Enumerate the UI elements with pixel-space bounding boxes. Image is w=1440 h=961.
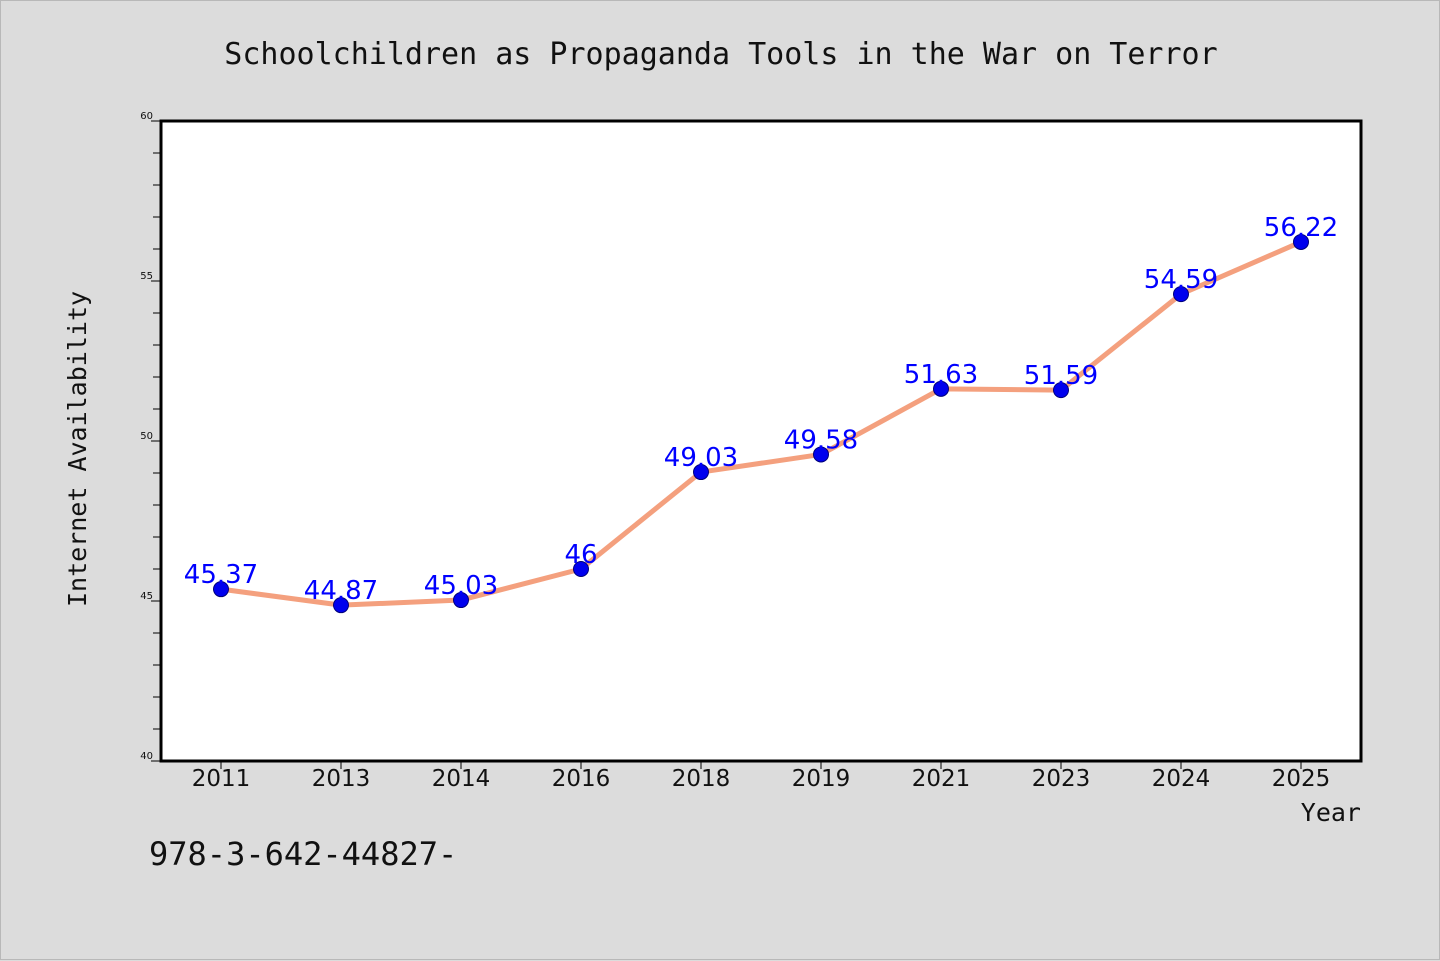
data-label: 51.59	[1024, 361, 1098, 391]
data-label: 45.37	[184, 560, 258, 590]
x-tick-label: 2021	[912, 766, 971, 792]
data-point	[1053, 382, 1069, 399]
y-axis-title: Internet Availability	[63, 291, 92, 607]
x-tick-label: 2025	[1272, 766, 1331, 792]
plot-area	[159, 119, 1363, 763]
y-tick-label: 40	[140, 751, 153, 762]
x-axis: 2011 2013 2014 2016 2018 2019 2021 2023 2024 2025	[192, 761, 1331, 792]
data-point	[1293, 233, 1309, 250]
data-point	[813, 446, 829, 463]
data-point	[573, 561, 589, 577]
data-label: 49.58	[784, 425, 858, 455]
chart-title: Schoolchildren as Propaganda Tools in th…	[224, 37, 1217, 72]
x-tick-label: 2018	[672, 766, 731, 792]
data-label: 45.03	[424, 571, 498, 601]
data-label: 49.03	[664, 443, 738, 473]
footer-isbn: 978-3-642-44827-	[149, 835, 457, 873]
data-point	[453, 592, 469, 609]
data-point	[693, 464, 709, 481]
x-tick-label: 2023	[1032, 766, 1091, 792]
y-axis: 40 45 50 55 60	[140, 111, 161, 762]
x-tick-label: 2016	[552, 766, 611, 792]
data-label: 51.63	[904, 360, 978, 390]
x-axis-title: Year	[1301, 798, 1361, 827]
x-tick-label: 2014	[432, 766, 491, 792]
data-label: 46	[564, 540, 597, 570]
data-labels: 45.37 44.87 45.03 46 49.03 49.58 51.63 51.59 54.…	[184, 213, 1338, 606]
data-point	[1173, 286, 1189, 303]
y-tick-label: 45	[140, 591, 153, 602]
data-label: 56.22	[1264, 213, 1338, 243]
y-tick-label: 60	[140, 111, 153, 122]
data-label: 44.87	[304, 576, 378, 606]
y-tick-label: 55	[140, 271, 153, 282]
series-layer	[213, 233, 1309, 614]
x-tick-label: 2024	[1152, 766, 1211, 792]
data-point	[333, 597, 349, 614]
x-tick-label: 2011	[192, 766, 251, 792]
x-tick-label: 2013	[312, 766, 371, 792]
data-label: 54.59	[1144, 265, 1218, 295]
x-tick-label: 2019	[792, 766, 851, 792]
data-point	[213, 581, 229, 598]
data-point	[933, 380, 949, 397]
series-line	[218, 239, 1304, 608]
y-tick-label: 50	[140, 431, 153, 442]
